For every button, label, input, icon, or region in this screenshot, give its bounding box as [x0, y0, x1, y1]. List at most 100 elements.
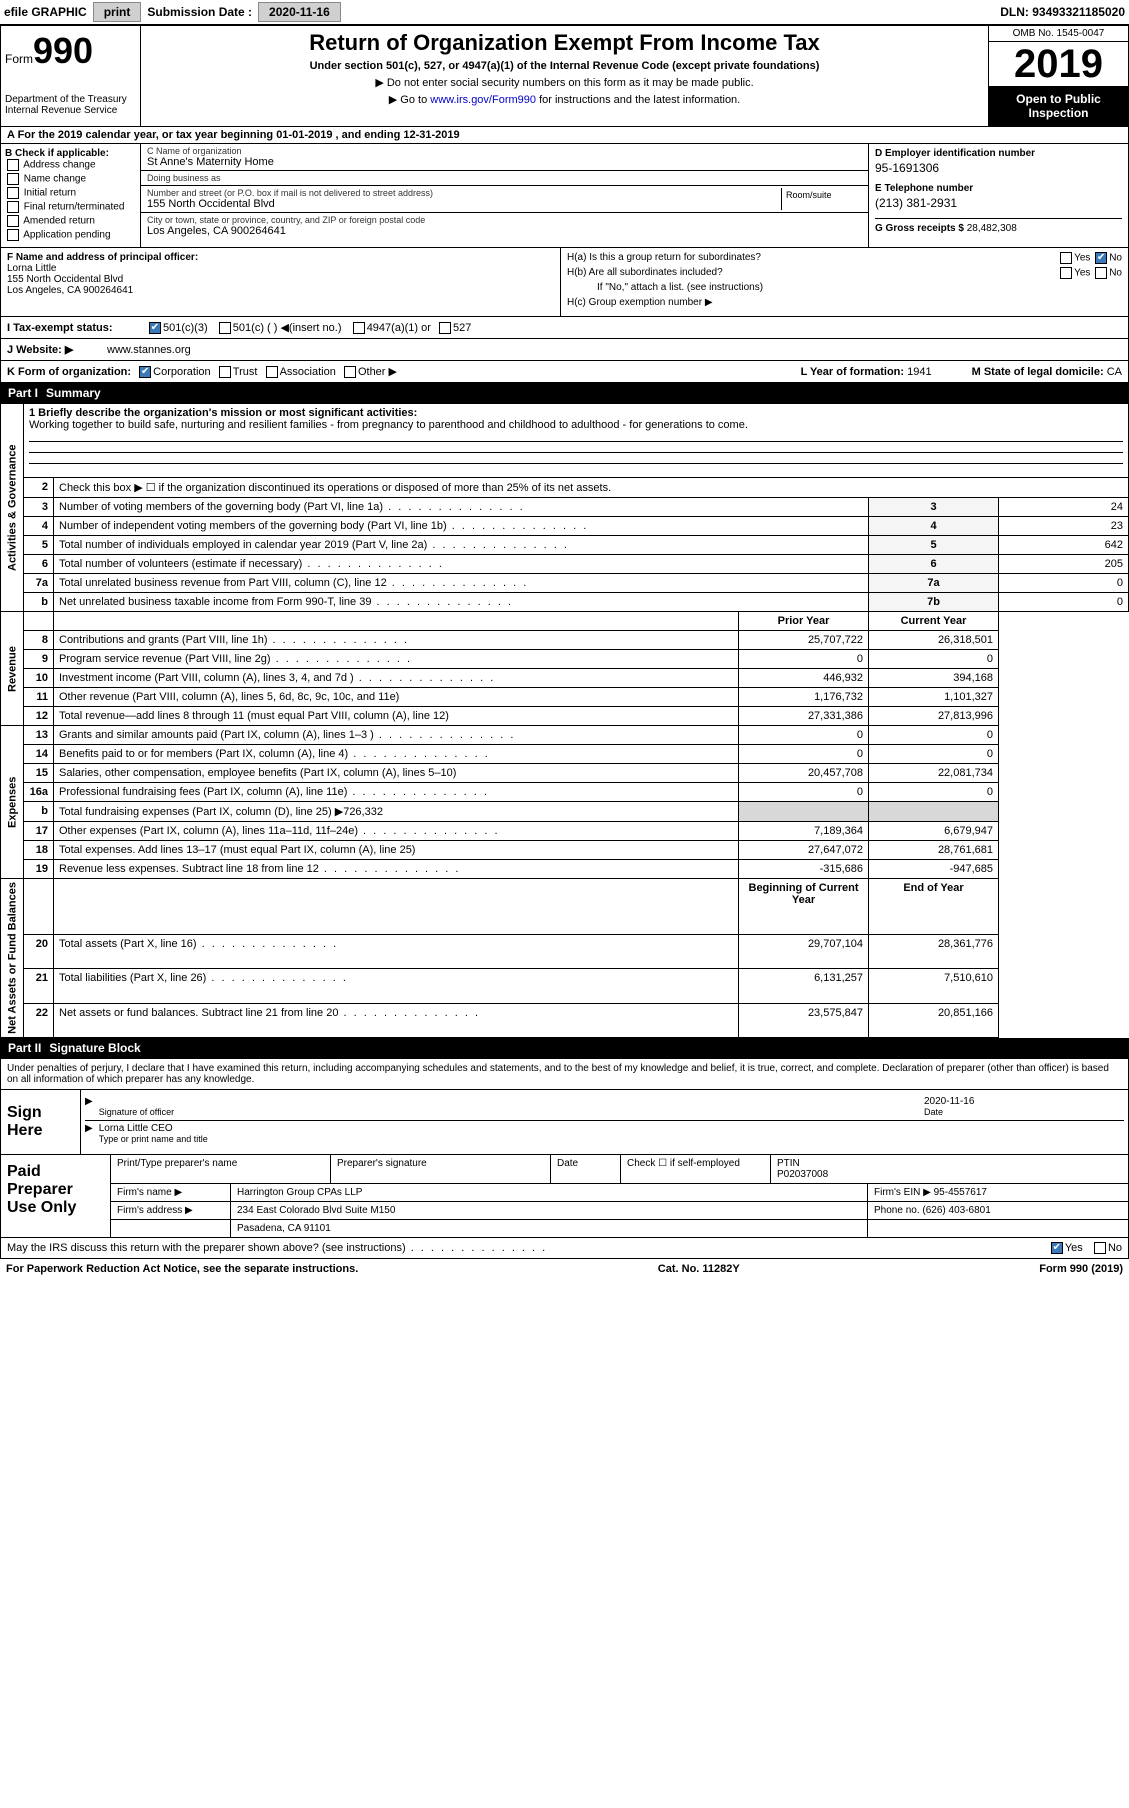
ck-other[interactable]: [344, 366, 356, 378]
table-row: 3Number of voting members of the governi…: [1, 498, 1129, 517]
summary-table: Activities & Governance 1 Briefly descri…: [0, 403, 1129, 1038]
table-row: 17Other expenses (Part IX, column (A), l…: [1, 822, 1129, 841]
arrow-icon: [85, 1123, 93, 1145]
firm-address1: 234 East Colorado Blvd Suite M150: [231, 1202, 868, 1219]
state-domicile: CA: [1107, 366, 1122, 378]
table-row: 18Total expenses. Add lines 13–17 (must …: [1, 841, 1129, 860]
website-url: www.stannes.org: [107, 344, 191, 356]
preparer-phone: (626) 403-6801: [922, 1205, 990, 1216]
omb-number: OMB No. 1545-0047: [989, 26, 1128, 42]
ptin: P02037008: [777, 1169, 828, 1180]
form-number-box: Form990 Department of the Treasury Inter…: [1, 26, 141, 126]
table-row: bNet unrelated business taxable income f…: [1, 593, 1129, 612]
mission-text: Working together to build safe, nurturin…: [29, 419, 748, 431]
ck-501c3[interactable]: [149, 322, 161, 334]
page-footer: For Paperwork Reduction Act Notice, see …: [0, 1259, 1129, 1279]
col-d-ein-phone: D Employer identification number 95-1691…: [868, 144, 1128, 247]
col-b-checkboxes: B Check if applicable: Address change Na…: [1, 144, 141, 247]
hb-no[interactable]: [1095, 267, 1107, 279]
year-formation: 1941: [907, 366, 931, 378]
paperwork-notice: For Paperwork Reduction Act Notice, see …: [6, 1263, 358, 1275]
table-row: 15Salaries, other compensation, employee…: [1, 764, 1129, 783]
table-row: 9Program service revenue (Part VIII, lin…: [1, 650, 1129, 669]
room-suite-label: Room/suite: [782, 188, 862, 210]
dln: DLN: 93493321185020: [1000, 5, 1125, 19]
side-label-net: Net Assets or Fund Balances: [1, 879, 24, 1038]
form-subtitle: Under section 501(c), 527, or 4947(a)(1)…: [149, 60, 980, 72]
ck-527[interactable]: [439, 322, 451, 334]
discuss-no[interactable]: [1094, 1242, 1106, 1254]
paid-preparer-label: Paid Preparer Use Only: [1, 1155, 111, 1237]
checkbox-final-return[interactable]: [7, 201, 19, 213]
table-row: 20Total assets (Part X, line 16)29,707,1…: [1, 934, 1129, 968]
paid-preparer-block: Paid Preparer Use Only Print/Type prepar…: [0, 1155, 1129, 1238]
table-row: 10Investment income (Part VIII, column (…: [1, 669, 1129, 688]
signature-declaration: Under penalties of perjury, I declare th…: [0, 1058, 1129, 1090]
mission-cell: 1 Briefly describe the organization's mi…: [24, 404, 1129, 478]
title-box: Return of Organization Exempt From Incom…: [141, 26, 988, 126]
table-row: 11Other revenue (Part VIII, column (A), …: [1, 688, 1129, 707]
form-of-org: K Form of organization: Corporation Trus…: [0, 361, 1129, 383]
org-name: St Anne's Maternity Home: [147, 156, 862, 168]
table-row: 19Revenue less expenses. Subtract line 1…: [1, 860, 1129, 879]
ein: 95-1691306: [875, 161, 1122, 175]
table-row: 5Total number of individuals employed in…: [1, 536, 1129, 555]
table-row: 14Benefits paid to or for members (Part …: [1, 745, 1129, 764]
open-public-badge: Open to Public Inspection: [989, 86, 1128, 126]
discuss-yes[interactable]: [1051, 1242, 1063, 1254]
table-row: 8Contributions and grants (Part VIII, li…: [1, 631, 1129, 650]
table-row: 7aTotal unrelated business revenue from …: [1, 574, 1129, 593]
tax-year: 2019: [989, 42, 1128, 86]
col-c-org-info: C Name of organization St Anne's Materni…: [141, 144, 868, 247]
form-title: Return of Organization Exempt From Incom…: [149, 30, 980, 56]
ck-corp[interactable]: [139, 366, 151, 378]
table-row: 22Net assets or fund balances. Subtract …: [1, 1003, 1129, 1037]
firm-name: Harrington Group CPAs LLP: [231, 1184, 868, 1201]
principal-officer: F Name and address of principal officer:…: [1, 248, 561, 316]
arrow-icon: [85, 1096, 93, 1118]
department-label: Department of the Treasury Internal Reve…: [5, 94, 136, 116]
table-row: 21Total liabilities (Part X, line 26)6,1…: [1, 969, 1129, 1003]
ha-yes[interactable]: [1060, 252, 1072, 264]
part2-header: Part II Signature Block: [0, 1038, 1129, 1058]
table-row: 12Total revenue—add lines 8 through 11 (…: [1, 707, 1129, 726]
top-bar: efile GRAPHIC print Submission Date : 20…: [0, 0, 1129, 25]
submission-date-label: Submission Date :: [147, 5, 252, 19]
ck-trust[interactable]: [219, 366, 231, 378]
phone: (213) 381-2931: [875, 196, 1122, 210]
ck-assoc[interactable]: [266, 366, 278, 378]
side-label-exp: Expenses: [1, 726, 24, 879]
checkbox-app-pending[interactable]: [7, 229, 19, 241]
table-row: 16aProfessional fundraising fees (Part I…: [1, 783, 1129, 802]
cat-no: Cat. No. 11282Y: [658, 1263, 740, 1275]
year-box: OMB No. 1545-0047 2019 Open to Public In…: [988, 26, 1128, 126]
checkbox-address-change[interactable]: [7, 159, 19, 171]
sign-here-block: Sign Here Signature of officer 2020-11-1…: [0, 1090, 1129, 1155]
officer-name: Lorna Little CEO: [99, 1123, 173, 1134]
ck-501c[interactable]: [219, 322, 231, 334]
checkbox-name-change[interactable]: [7, 173, 19, 185]
discuss-with-preparer: May the IRS discuss this return with the…: [0, 1238, 1129, 1259]
instructions-link[interactable]: www.irs.gov/Form990: [430, 94, 536, 106]
section-bcd: B Check if applicable: Address change Na…: [0, 144, 1129, 247]
table-row: 6Total number of volunteers (estimate if…: [1, 555, 1129, 574]
print-button[interactable]: print: [93, 2, 142, 22]
form-header: Form990 Department of the Treasury Inter…: [0, 25, 1129, 127]
group-return: H(a) Is this a group return for subordin…: [561, 248, 1128, 316]
table-row: 4Number of independent voting members of…: [1, 517, 1129, 536]
form-page-label: Form 990 (2019): [1039, 1263, 1123, 1275]
side-label-gov: Activities & Governance: [1, 404, 24, 612]
checkbox-initial-return[interactable]: [7, 187, 19, 199]
submission-date-value: 2020-11-16: [258, 2, 341, 22]
row-a-tax-year: A For the 2019 calendar year, or tax yea…: [0, 127, 1129, 144]
hb-yes[interactable]: [1060, 267, 1072, 279]
ck-4947[interactable]: [353, 322, 365, 334]
gross-receipts: 28,482,308: [967, 223, 1017, 234]
website-row: J Website: ▶ www.stannes.org: [0, 339, 1129, 361]
side-label-rev: Revenue: [1, 612, 24, 726]
table-row: bTotal fundraising expenses (Part IX, co…: [1, 802, 1129, 822]
section-fgh: F Name and address of principal officer:…: [0, 247, 1129, 317]
checkbox-amended[interactable]: [7, 215, 19, 227]
ha-no[interactable]: [1095, 252, 1107, 264]
firm-ein: 95-4557617: [934, 1187, 987, 1198]
